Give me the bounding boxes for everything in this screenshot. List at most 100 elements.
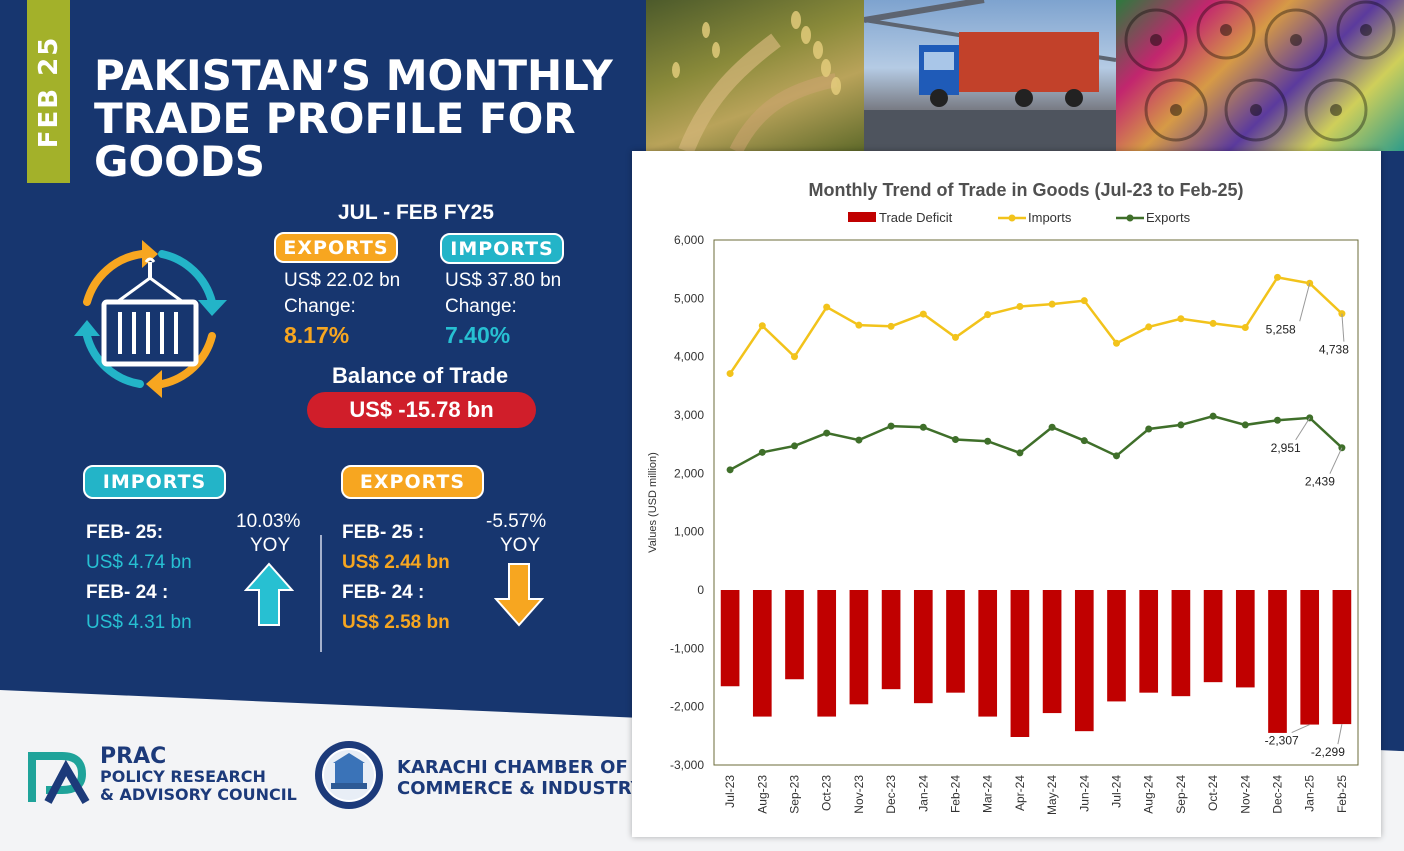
kcci-seal-logo [315, 741, 383, 809]
data-label: 2,439 [1305, 475, 1335, 489]
data-label: -2,307 [1265, 734, 1299, 748]
deficit-bar [1268, 590, 1287, 733]
imports-current-value: US$ 4.74 bn [86, 552, 192, 573]
annotation-leader [1295, 417, 1311, 441]
imports-change-label: Change: [445, 296, 517, 317]
x-tick-label: Feb-25 [1335, 775, 1349, 813]
legend-exports-label: Exports [1146, 210, 1191, 225]
y-tick-label: 1,000 [674, 525, 704, 539]
exports-point [919, 423, 927, 431]
arrow-down-icon [494, 563, 544, 627]
exports-current-label: FEB- 25 : [342, 522, 425, 543]
imports-previous-label: FEB- 24 : [86, 582, 169, 603]
title-line: PAKISTAN’S MONTHLY [94, 51, 613, 100]
deficit-bar [1074, 590, 1094, 732]
exports-total-value: US$ 22.02 bn [284, 270, 401, 291]
imports-change-value: 7.40% [445, 322, 511, 348]
imports-current-label: FEB- 25: [86, 522, 164, 543]
x-tick-label: Jul-24 [1110, 775, 1124, 808]
imports-point [952, 333, 959, 341]
exports-point [887, 422, 895, 430]
deficit-bar [849, 590, 869, 705]
imports-total-value: US$ 37.80 bn [445, 270, 562, 291]
deficit-bar [1010, 590, 1030, 737]
chart-title: Monthly Trend of Trade in Goods (Jul-23 … [808, 180, 1243, 200]
exports-point [1080, 437, 1088, 445]
exports-point [1113, 452, 1120, 460]
y-tick-label: 0 [697, 583, 704, 597]
imports-point [1016, 303, 1024, 310]
imports-point [1209, 319, 1217, 327]
monthly-exports-pill: EXPORTS [341, 465, 484, 499]
deficit-bar [946, 590, 965, 693]
prac-logo [28, 752, 90, 805]
exports-point [823, 429, 831, 437]
exports-point [1048, 423, 1056, 431]
x-tick-label: Nov-23 [852, 775, 866, 814]
prac-mark: PRAC [100, 744, 167, 769]
exports-yoy-label: YOY [500, 535, 541, 556]
exports-current-value: US$ 2.44 bn [342, 552, 450, 573]
annotation-leader [1329, 447, 1343, 474]
imports-point [1274, 273, 1281, 281]
month-tag-label: FEB 25 [33, 35, 64, 148]
imports-point [1113, 339, 1120, 347]
deficit-bar [785, 590, 804, 680]
deficit-bar [881, 590, 901, 690]
x-tick-label: Dec-23 [884, 775, 898, 814]
deficit-bar [1107, 590, 1126, 702]
x-tick-label: Dec-24 [1271, 775, 1285, 814]
deficit-bar [978, 590, 998, 717]
x-tick-label: Jan-24 [916, 775, 930, 812]
deficit-bar [1332, 590, 1352, 725]
deficit-bar [720, 590, 740, 687]
x-tick-label: Aug-23 [755, 775, 769, 814]
exports-point [984, 437, 992, 445]
legend-imports-marker [1008, 214, 1016, 222]
x-tick-label: Oct-23 [820, 775, 834, 811]
y-tick-label: -2,000 [670, 700, 704, 714]
imports-point [1048, 300, 1056, 308]
imports-yoy-label: YOY [250, 535, 291, 556]
y-tick-label: -3,000 [670, 758, 704, 772]
exports-point [791, 442, 798, 450]
title-line: TRADE PROFILE FOR [94, 94, 576, 143]
deficit-bar [817, 590, 837, 717]
exports-point [1177, 421, 1185, 429]
exports-point [1241, 421, 1249, 429]
imports-point [1241, 324, 1249, 331]
data-label: 5,258 [1266, 322, 1296, 336]
x-tick-label: Aug-24 [1142, 775, 1156, 814]
imports-point [1177, 315, 1185, 323]
period-label: JUL - FEB FY25 [338, 201, 494, 224]
month-tag: FEB 25 [27, 0, 70, 183]
y-tick-label: -1,000 [670, 641, 704, 655]
prac-line2: & ADVISORY COUNCIL [100, 785, 297, 804]
imports-point [726, 370, 734, 378]
fabric-rolls-photo [1116, 0, 1404, 151]
imports-pill: IMPORTS [440, 233, 564, 264]
imports-point [887, 322, 895, 330]
page-title: PAKISTAN’S MONTHLY TRADE PROFILE FOR GOO… [94, 54, 614, 183]
imports-point [984, 311, 992, 319]
deficit-bar [1171, 590, 1191, 697]
x-tick-label: Jul-23 [723, 775, 737, 808]
imports-line [729, 275, 1343, 375]
y-axis-label: Values (USD million) [647, 452, 659, 553]
imports-point [855, 321, 863, 329]
trade-trend-chart-card: Monthly Trend of Trade in Goods (Jul-23 … [632, 151, 1381, 837]
legend-imports-label: Imports [1028, 210, 1072, 225]
y-tick-label: 6,000 [674, 233, 704, 247]
y-tick-label: 4,000 [674, 350, 704, 364]
data-label: 2,951 [1271, 441, 1301, 455]
prac-line1: POLICY RESEARCH [100, 767, 266, 786]
annotation-leader [1291, 724, 1310, 734]
section-divider [320, 535, 322, 652]
annotation-leader [1299, 283, 1311, 322]
balance-value-pill: US$ -15.78 bn [307, 392, 536, 428]
exports-previous-label: FEB- 24 : [342, 582, 425, 603]
imports-point [919, 310, 927, 318]
imports-point [791, 353, 798, 361]
exports-pill: EXPORTS [274, 232, 398, 263]
arrow-up-icon [244, 562, 294, 626]
